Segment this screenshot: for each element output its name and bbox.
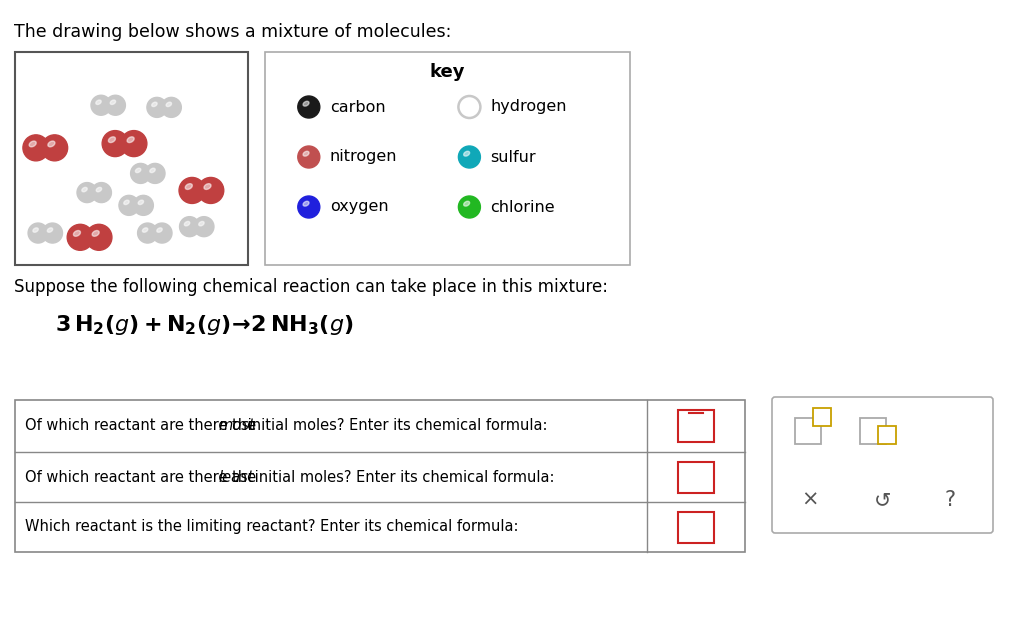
- Ellipse shape: [303, 151, 309, 156]
- Bar: [678, 461, 714, 492]
- Text: Which reactant is the limiting reactant? Enter its chemical formula:: Which reactant is the limiting reactant?…: [25, 519, 518, 534]
- Ellipse shape: [157, 228, 162, 232]
- Ellipse shape: [29, 141, 36, 147]
- Circle shape: [459, 196, 480, 218]
- Circle shape: [162, 98, 181, 118]
- Text: ?: ?: [944, 490, 955, 510]
- Circle shape: [298, 196, 319, 218]
- Bar: [813, 408, 831, 426]
- Ellipse shape: [303, 101, 309, 106]
- Ellipse shape: [33, 228, 38, 232]
- Text: Of which reactant are there the: Of which reactant are there the: [25, 419, 261, 434]
- Circle shape: [102, 131, 128, 157]
- Ellipse shape: [204, 184, 211, 189]
- Ellipse shape: [111, 100, 116, 104]
- Ellipse shape: [82, 188, 87, 192]
- Ellipse shape: [199, 221, 204, 226]
- Text: initial moles? Enter its chemical formula:: initial moles? Enter its chemical formul…: [250, 469, 554, 484]
- Ellipse shape: [150, 168, 156, 172]
- Ellipse shape: [74, 231, 81, 236]
- Bar: [878, 426, 896, 444]
- Bar: [795, 418, 821, 444]
- Ellipse shape: [152, 102, 157, 107]
- Text: chlorine: chlorine: [490, 199, 555, 214]
- Circle shape: [86, 224, 112, 250]
- Ellipse shape: [464, 201, 470, 206]
- Ellipse shape: [464, 151, 470, 156]
- Bar: [678, 511, 714, 542]
- Circle shape: [121, 131, 146, 157]
- Ellipse shape: [138, 200, 143, 204]
- Circle shape: [77, 182, 97, 203]
- Circle shape: [119, 196, 139, 216]
- Text: Suppose the following chemical reaction can take place in this mixture:: Suppose the following chemical reaction …: [14, 278, 608, 296]
- Text: ×: ×: [801, 490, 819, 510]
- Text: least: least: [218, 469, 254, 484]
- Ellipse shape: [166, 102, 172, 107]
- Text: Of which reactant are there the: Of which reactant are there the: [25, 469, 261, 484]
- Ellipse shape: [127, 137, 134, 142]
- Circle shape: [68, 224, 93, 250]
- Text: The drawing below shows a mixture of molecules:: The drawing below shows a mixture of mol…: [14, 23, 452, 41]
- Bar: [265, 52, 630, 265]
- Circle shape: [131, 163, 151, 183]
- Bar: [15, 52, 248, 265]
- Text: carbon: carbon: [330, 99, 385, 114]
- Ellipse shape: [185, 184, 193, 189]
- Text: initial moles? Enter its chemical formula:: initial moles? Enter its chemical formul…: [244, 419, 548, 434]
- Ellipse shape: [135, 168, 141, 172]
- Ellipse shape: [92, 231, 99, 236]
- Ellipse shape: [124, 200, 129, 204]
- Text: sulfur: sulfur: [490, 149, 536, 164]
- Ellipse shape: [48, 141, 55, 147]
- Ellipse shape: [184, 221, 189, 226]
- Ellipse shape: [47, 228, 52, 232]
- Circle shape: [298, 146, 319, 168]
- Circle shape: [459, 146, 480, 168]
- Ellipse shape: [109, 137, 116, 142]
- Circle shape: [91, 95, 111, 115]
- Circle shape: [179, 177, 205, 204]
- Circle shape: [152, 223, 172, 243]
- Circle shape: [91, 182, 112, 203]
- Circle shape: [179, 217, 200, 237]
- FancyBboxPatch shape: [772, 397, 993, 533]
- Circle shape: [137, 223, 158, 243]
- Circle shape: [194, 217, 214, 237]
- Circle shape: [28, 223, 48, 243]
- Text: most: most: [218, 419, 255, 434]
- Ellipse shape: [96, 188, 101, 192]
- Bar: [860, 418, 886, 444]
- Ellipse shape: [142, 228, 147, 232]
- Text: ↺: ↺: [874, 490, 892, 510]
- Circle shape: [42, 223, 62, 243]
- Circle shape: [23, 135, 49, 161]
- Circle shape: [298, 96, 319, 118]
- Circle shape: [198, 177, 224, 204]
- Text: nitrogen: nitrogen: [330, 149, 397, 164]
- Ellipse shape: [96, 100, 101, 104]
- Text: hydrogen: hydrogen: [490, 99, 567, 114]
- Circle shape: [133, 196, 154, 216]
- Bar: [678, 410, 714, 442]
- Circle shape: [105, 95, 125, 115]
- Bar: [15, 400, 745, 552]
- Text: oxygen: oxygen: [330, 199, 388, 214]
- Circle shape: [42, 135, 68, 161]
- Ellipse shape: [303, 201, 309, 206]
- Circle shape: [145, 163, 165, 183]
- Text: $\mathbf{3\,H_2(}$$\mathit{g}$$\mathbf{)+N_2(}$$\mathit{g}$$\mathbf{)\!\rightarr: $\mathbf{3\,H_2(}$$\mathit{g}$$\mathbf{)…: [55, 313, 353, 337]
- Circle shape: [146, 98, 167, 118]
- Text: key: key: [430, 63, 465, 81]
